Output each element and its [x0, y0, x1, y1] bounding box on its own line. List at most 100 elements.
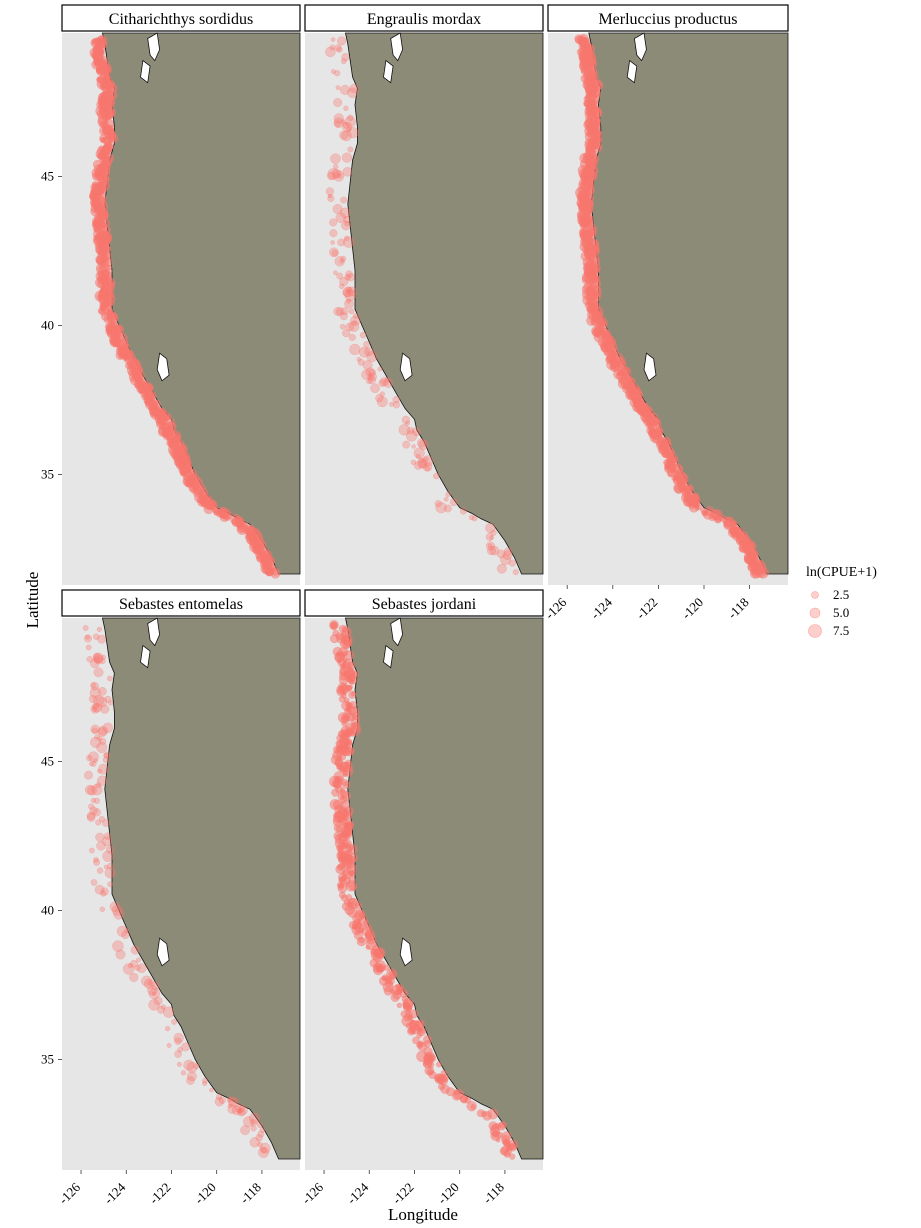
catch-point: [333, 97, 343, 107]
catch-point: [370, 948, 377, 955]
catch-point: [355, 902, 363, 910]
y-tick-label: 40: [41, 318, 54, 333]
catch-point: [593, 300, 599, 306]
catch-point: [329, 229, 338, 238]
catch-point: [606, 353, 615, 363]
catch-point: [384, 377, 390, 383]
catch-point: [218, 1096, 226, 1104]
catch-point: [213, 509, 220, 516]
island-outline: [390, 32, 404, 62]
catch-point: [405, 420, 410, 426]
catch-point: [342, 288, 351, 297]
catch-point: [341, 130, 352, 142]
catch-point: [349, 724, 361, 736]
catch-point: [506, 1146, 511, 1151]
catch-point: [417, 438, 427, 448]
catch-point: [128, 362, 134, 368]
y-tick-label: 35: [41, 1052, 54, 1067]
catch-point: [580, 216, 587, 223]
catch-point: [340, 693, 347, 699]
catch-point: [416, 457, 428, 469]
catch-point: [460, 1095, 469, 1104]
catch-point: [500, 554, 511, 566]
x-tick-label: -120: [434, 1180, 461, 1207]
catch-point: [488, 1121, 498, 1131]
catch-point: [347, 114, 354, 122]
island-outline: [626, 59, 638, 84]
catch-point: [107, 700, 114, 706]
catch-point: [343, 105, 349, 111]
catch-point: [110, 133, 116, 139]
catch-point: [378, 379, 387, 388]
catch-point: [743, 542, 749, 547]
catch-point: [130, 959, 138, 968]
catch-point: [131, 368, 138, 376]
catch-point: [405, 1022, 412, 1029]
catch-point: [333, 812, 339, 819]
catch-point: [90, 37, 101, 49]
catch-point: [330, 153, 341, 164]
catch-point: [336, 739, 346, 749]
catch-point: [637, 404, 648, 416]
catch-point: [340, 196, 347, 204]
catch-point: [334, 256, 345, 267]
catch-point: [648, 425, 655, 432]
facet-title: Sebastes entomelas: [119, 596, 243, 613]
catch-point: [592, 104, 599, 111]
catch-point: [177, 444, 186, 452]
catch-point: [92, 702, 99, 710]
catch-point: [91, 203, 97, 209]
catch-point: [370, 383, 380, 394]
legend-symbol-2: [809, 607, 821, 619]
catch-point: [604, 331, 611, 338]
catch-point: [366, 378, 373, 385]
catch-point: [368, 368, 377, 377]
catch-point: [227, 1096, 238, 1107]
catch-point: [97, 230, 107, 241]
catch-point: [247, 528, 252, 534]
x-tick-label: -124: [101, 1179, 129, 1207]
catch-point: [585, 94, 592, 101]
catch-point: [422, 455, 434, 467]
catch-point: [332, 646, 343, 657]
catch-point: [743, 551, 756, 563]
catch-point: [342, 329, 351, 338]
catch-point: [341, 712, 352, 723]
catch-point: [97, 768, 103, 774]
catch-point: [341, 220, 351, 231]
catch-point: [174, 1037, 182, 1046]
catch-point: [486, 541, 496, 551]
catch-point: [383, 377, 394, 388]
facet-panel: Engraulis mordax: [304, 4, 544, 585]
catch-point: [590, 131, 601, 142]
catch-point: [341, 52, 350, 62]
catch-point: [580, 228, 585, 234]
catch-point: [487, 1108, 499, 1120]
catch-point: [334, 44, 342, 52]
catch-point: [588, 183, 595, 190]
catch-point: [342, 625, 350, 633]
island-outline: [156, 352, 170, 382]
catch-point: [434, 500, 442, 508]
catch-point: [426, 1068, 434, 1076]
catch-point: [100, 136, 106, 143]
catch-point: [485, 522, 496, 534]
catch-points: [88, 35, 281, 579]
catch-point: [101, 103, 108, 110]
catch-point: [205, 498, 216, 509]
catch-point: [336, 272, 344, 280]
facet-panel: Sebastes entomelas 45 40 35 -126 -124 -122 -120…: [41, 589, 301, 1207]
catch-point: [253, 547, 261, 555]
catch-point: [172, 451, 184, 463]
catch-point: [97, 634, 107, 644]
catch-point: [445, 491, 451, 498]
catch-point: [347, 844, 358, 854]
catch-point: [335, 864, 346, 875]
catch-point: [262, 560, 267, 565]
facet-strip: [61, 4, 301, 32]
catch-point: [591, 307, 599, 315]
catch-point: [336, 46, 343, 53]
catch-point: [187, 475, 196, 483]
catch-point: [449, 498, 458, 507]
